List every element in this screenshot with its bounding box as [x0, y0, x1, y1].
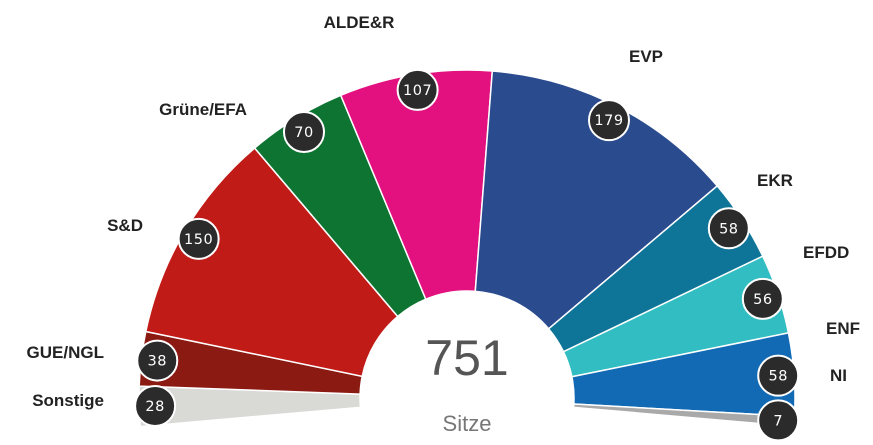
seat-badges: 28 38 150 70 107 179 58 56 58 7: [134, 68, 800, 442]
seat-count-sonstige: 28: [145, 399, 164, 415]
party-label-ni: NI: [830, 366, 847, 385]
party-labels: Sonstige GUE/NGL S&D Grüne/EFA ALDE&R EVP EKR E…: [27, 13, 860, 410]
seats-unit-label: Sitze: [443, 411, 492, 436]
seat-badge-circle: [587, 99, 630, 142]
seat-badge-enf: 58: [757, 354, 800, 397]
seat-count-alde-r: 107: [403, 83, 432, 99]
seat-count-ni: 7: [773, 413, 783, 429]
seat-badge-circle: [282, 110, 325, 153]
seat-count-evp: 179: [594, 113, 623, 129]
seat-badge-circle: [741, 277, 784, 320]
party-label-gr-ne-efa: Grüne/EFA: [159, 100, 247, 119]
party-label-ekr: EKR: [757, 171, 793, 190]
seat-badge-gue-ngl: 38: [136, 339, 179, 382]
seat-badge-s-d: 150: [177, 217, 220, 260]
party-label-evp: EVP: [629, 47, 663, 66]
party-label-alde-r: ALDE&R: [324, 13, 395, 32]
seat-badge-gr-ne-efa: 70: [282, 110, 325, 153]
seat-badge-ekr: 58: [707, 207, 750, 250]
seat-badge-ni: 7: [757, 399, 800, 442]
party-label-enf: ENF: [826, 319, 860, 338]
segment-alde-r: [339, 69, 494, 301]
seat-count-gr-ne-efa: 70: [294, 125, 313, 141]
party-label-sonstige: Sonstige: [32, 391, 104, 410]
party-label-s-d: S&D: [107, 216, 143, 235]
total-seats: 751: [425, 330, 508, 386]
seat-badge-circle: [707, 207, 750, 250]
party-label-efdd: EFDD: [803, 243, 849, 262]
seat-badge-efdd: 56: [741, 277, 784, 320]
seat-badge-circle: [396, 68, 439, 111]
segment-s-d: [144, 146, 399, 378]
seat-count-enf: 58: [768, 369, 787, 385]
segment-evp: [474, 70, 719, 330]
party-label-gue-ngl: GUE/NGL: [27, 343, 104, 362]
seat-badge-circle: [177, 217, 220, 260]
seat-badge-evp: 179: [587, 99, 630, 142]
seat-count-ekr: 58: [719, 221, 738, 237]
seat-badge-circle: [136, 339, 179, 382]
seat-count-s-d: 150: [184, 232, 213, 248]
seat-count-efdd: 56: [753, 292, 772, 308]
seat-badge-circle: [757, 354, 800, 397]
seat-count-gue-ngl: 38: [148, 354, 167, 370]
seat-badge-circle: [757, 399, 800, 442]
seat-badge-sonstige: 28: [134, 384, 177, 427]
seat-badge-circle: [134, 384, 177, 427]
chart-segments: [138, 69, 796, 428]
seat-badge-alde-r: 107: [396, 68, 439, 111]
